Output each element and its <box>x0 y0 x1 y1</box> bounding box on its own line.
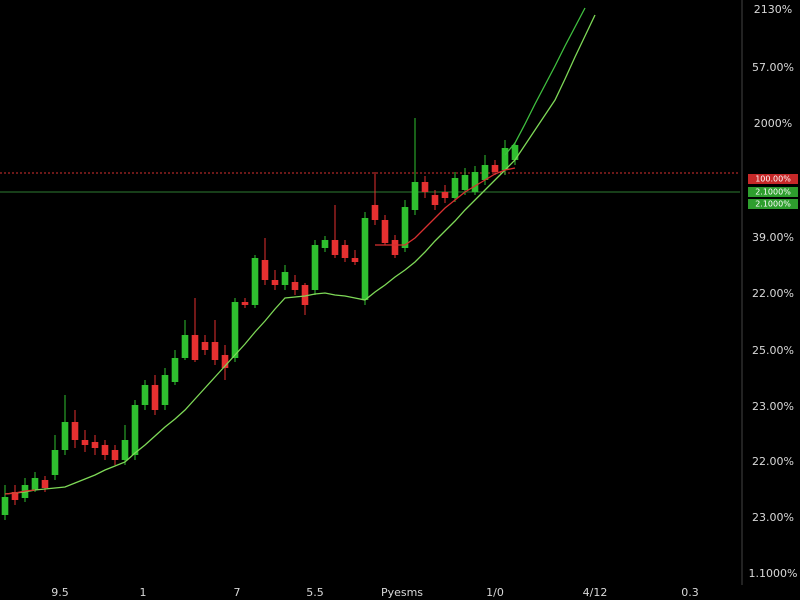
candle-body <box>171 358 179 382</box>
price-tag-label: 100.00% <box>755 175 791 184</box>
ma-line <box>4 14 596 495</box>
x-axis-label: 1/0 <box>486 586 504 599</box>
candle-body <box>291 282 299 290</box>
candle-body <box>431 195 439 205</box>
y-axis-label: 57.00% <box>752 61 794 74</box>
price-tag-label: 2.1000% <box>755 188 791 197</box>
candle-body <box>381 220 389 243</box>
x-axis-label: 5.5 <box>306 586 324 599</box>
plot-area <box>0 7 740 520</box>
ma-line <box>504 7 586 156</box>
candle-body <box>141 385 149 405</box>
candle-body <box>301 285 309 305</box>
candle-body <box>211 342 219 360</box>
candle-body <box>321 240 329 248</box>
candle-body <box>391 240 399 255</box>
candle-body <box>411 182 419 210</box>
candle-body <box>271 280 279 285</box>
y-axis-label: 25.00% <box>752 344 794 357</box>
candle-body <box>151 385 159 410</box>
y-axis-label: 23.00% <box>752 400 794 413</box>
candle-body <box>181 335 189 358</box>
candle-body <box>501 148 509 170</box>
x-axis-label: Pyesms <box>381 586 423 599</box>
candle-body <box>121 440 129 460</box>
candle-body <box>91 442 99 448</box>
y-axis-label: 2130% <box>754 3 792 16</box>
candle-body <box>481 165 489 180</box>
candle-body <box>51 450 59 475</box>
price-tag <box>748 174 798 184</box>
x-axis-label: 1 <box>140 586 147 599</box>
candle-body <box>371 205 379 220</box>
candle-body <box>311 245 319 290</box>
candle-body <box>401 207 409 248</box>
candle-body <box>451 178 459 198</box>
candle-body <box>241 302 249 305</box>
candle-body <box>281 272 289 285</box>
candle-body <box>511 145 519 160</box>
candle-body <box>81 440 89 445</box>
price-tag <box>748 187 798 197</box>
y-axis-label: 22.00% <box>752 455 794 468</box>
ma-line <box>4 167 516 495</box>
candle-body <box>31 478 39 490</box>
y-axis-label: 2000% <box>754 117 792 130</box>
price-tag-label: 2.1000% <box>755 200 791 209</box>
candle-body <box>111 450 119 460</box>
axis-labels: 2130% 57.00% 2000% 39.00% 22.00% 25.00% 23.00%… <box>51 3 798 599</box>
x-axis-label: 9.5 <box>51 586 69 599</box>
y-axis-label: 22.00% <box>752 287 794 300</box>
candle-body <box>231 302 239 358</box>
candle-body <box>461 175 469 190</box>
candle-body <box>41 480 49 488</box>
candle-body <box>491 165 499 172</box>
candle-body <box>201 342 209 350</box>
candle-body <box>131 405 139 455</box>
candle-body <box>71 422 79 440</box>
price-tag <box>748 199 798 209</box>
candle-body <box>441 192 449 198</box>
candle-body <box>11 492 19 500</box>
y-axis-label: 23.00% <box>752 511 794 524</box>
candle-body <box>191 335 199 360</box>
candle-body <box>361 218 369 300</box>
candle-body <box>421 182 429 192</box>
x-axis-label: 4/12 <box>583 586 608 599</box>
y-axis-label: 1.1000% <box>749 567 798 580</box>
candle-body <box>251 258 259 305</box>
candle-body <box>471 172 479 192</box>
candle-body <box>61 422 69 450</box>
y-axis-label: 39.00% <box>752 231 794 244</box>
candle-body <box>351 258 359 262</box>
candle-body <box>261 260 269 280</box>
candle-body <box>221 355 229 368</box>
candle-body <box>1 497 9 515</box>
candle-body <box>331 240 339 255</box>
candle-body <box>341 245 349 258</box>
candle-body <box>161 375 169 405</box>
candle-body <box>101 445 109 455</box>
x-axis-label: 0.3 <box>681 586 699 599</box>
x-axis-label: 7 <box>234 586 241 599</box>
